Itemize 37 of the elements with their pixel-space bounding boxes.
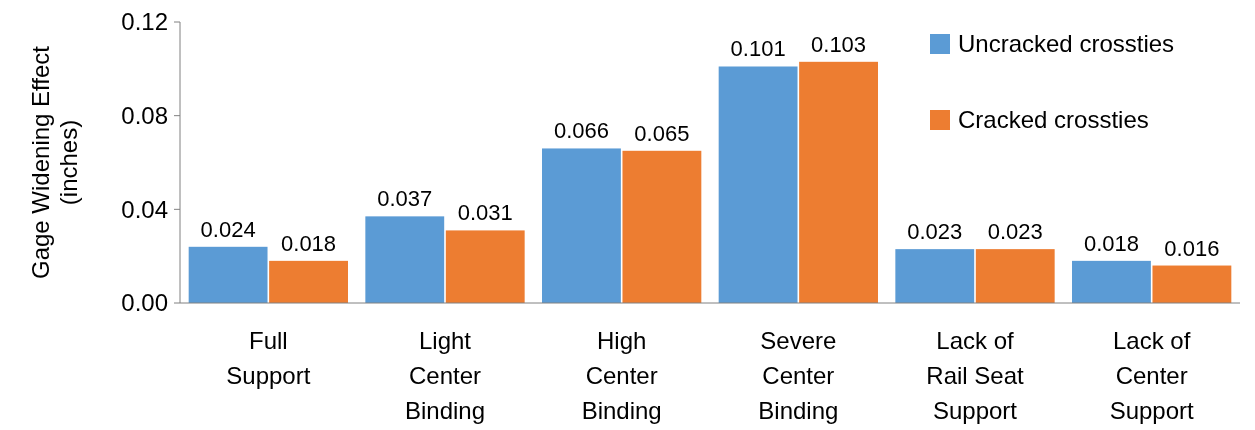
bar — [1152, 265, 1232, 303]
data-label: 0.024 — [200, 216, 256, 242]
data-label: 0.066 — [553, 118, 609, 144]
bar — [975, 249, 1055, 303]
bar — [188, 246, 268, 303]
bar — [445, 230, 525, 303]
bar — [799, 61, 878, 303]
x-tick-label: Lack of Center Support — [1109, 327, 1195, 424]
bar — [542, 148, 621, 303]
data-label: 0.018 — [281, 230, 337, 256]
data-label: 0.023 — [907, 219, 963, 245]
x-tick-label: High Center Binding — [581, 327, 662, 424]
x-tick-label: Full Support — [226, 327, 311, 389]
bar — [269, 260, 348, 303]
legend-label: Cracked crossties — [958, 106, 1149, 134]
data-label: 0.031 — [457, 200, 513, 226]
data-label: 0.023 — [987, 219, 1043, 245]
x-tick-label: Light Center Binding — [404, 327, 486, 424]
data-label: 0.101 — [730, 36, 786, 62]
y-tick-label: 0.12 — [121, 8, 168, 36]
legend-label: Uncracked crossties — [958, 30, 1175, 58]
bar — [718, 66, 798, 303]
data-label: 0.065 — [634, 120, 690, 146]
y-tick-label: 0.00 — [121, 289, 168, 317]
data-label: 0.103 — [811, 31, 867, 57]
x-tick-label: Lack of Rail Seat Support — [926, 327, 1025, 424]
bar — [895, 249, 975, 303]
bar — [365, 216, 445, 303]
data-label: 0.018 — [1083, 230, 1139, 256]
y-axis-title: Gage Widening Effect (inches) — [27, 45, 82, 280]
bar — [1072, 260, 1151, 303]
data-label: 0.016 — [1164, 235, 1220, 261]
bar — [622, 150, 702, 303]
y-tick-label: 0.04 — [121, 195, 168, 223]
y-tick-label: 0.08 — [121, 102, 168, 130]
data-label: 0.037 — [377, 186, 433, 212]
x-tick-label: Severe Center Binding — [758, 327, 839, 424]
